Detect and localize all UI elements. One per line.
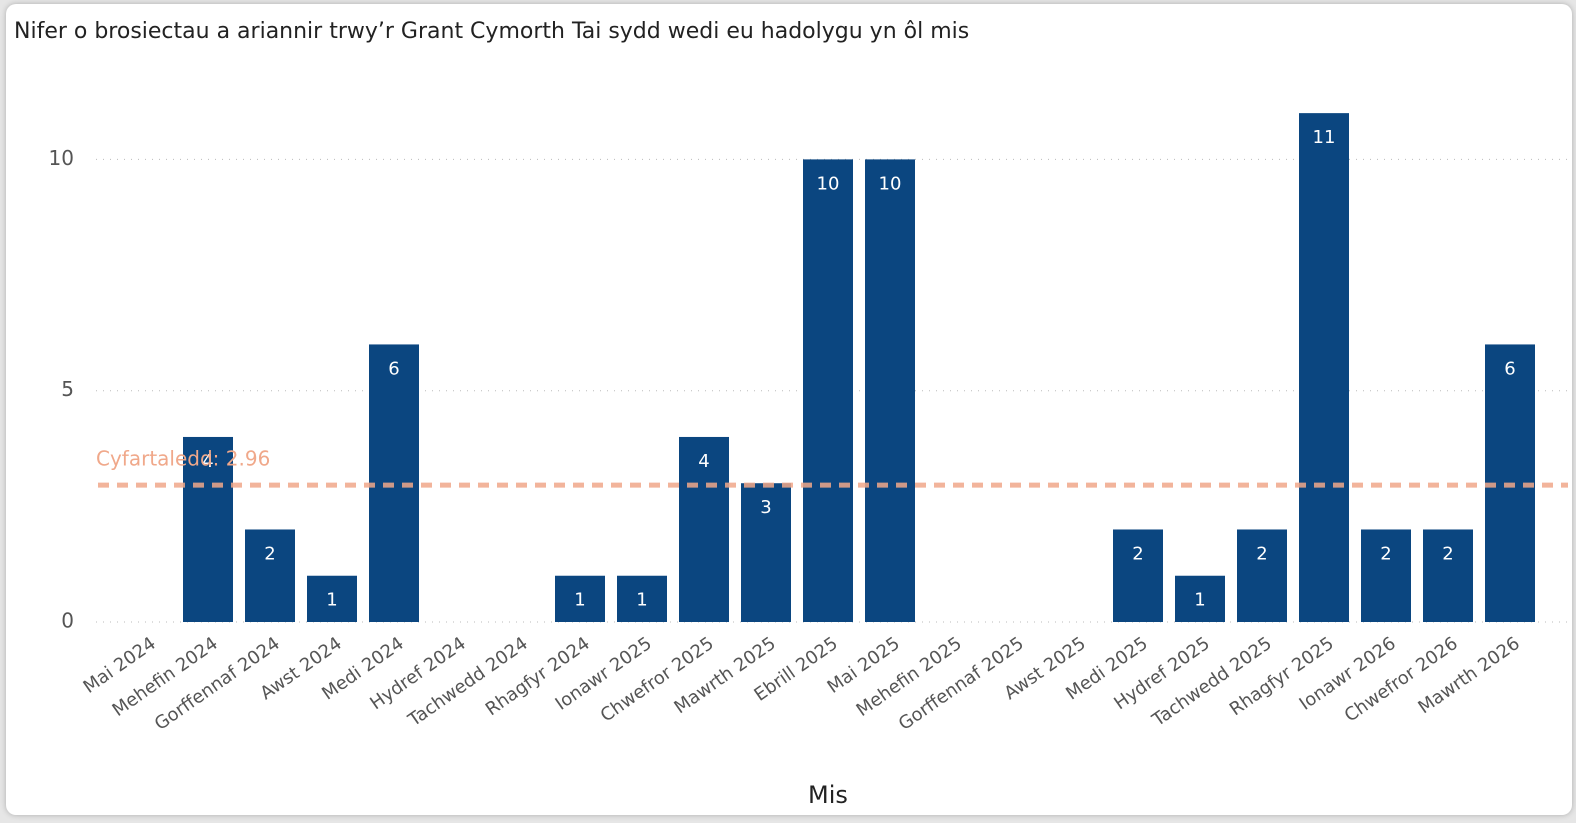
data-label: 2	[1442, 543, 1453, 564]
data-label: 1	[1194, 590, 1205, 611]
bar	[865, 159, 915, 623]
data-label: 10	[817, 173, 840, 194]
bar	[1237, 529, 1287, 622]
bar	[307, 575, 357, 622]
data-label: 6	[388, 358, 399, 379]
data-label: 4	[202, 451, 213, 472]
data-label: 6	[1504, 358, 1515, 379]
average-label: Cyfartaledd: 2.96	[96, 447, 270, 471]
chart: Nifer o brosiectau a ariannir trwy’r Gra…	[14, 19, 1568, 809]
data-label: 10	[879, 173, 902, 194]
bar	[1423, 529, 1473, 622]
data-label: 2	[1380, 543, 1391, 564]
bar	[183, 436, 233, 622]
bar	[1361, 529, 1411, 622]
bar	[245, 529, 295, 622]
bar	[1113, 529, 1163, 622]
data-label: 1	[636, 590, 647, 611]
data-label: 2	[264, 543, 275, 564]
y-tick-label: 5	[61, 377, 74, 401]
x-tick-label: Rhagfyr 2025	[1226, 633, 1338, 720]
bar	[803, 159, 853, 623]
bar	[1299, 113, 1349, 622]
data-label: 1	[574, 590, 585, 611]
data-label: 11	[1313, 127, 1336, 148]
chart-title: Nifer o brosiectau a ariannir trwy’r Gra…	[14, 19, 969, 44]
y-tick-label: 0	[61, 609, 74, 633]
y-tick-label: 10	[49, 146, 74, 170]
bar	[555, 575, 605, 622]
bar	[741, 483, 791, 622]
data-label: 2	[1132, 543, 1143, 564]
x-tick-label: Rhagfyr 2024	[482, 633, 594, 720]
bar	[617, 575, 667, 622]
data-label: 4	[698, 451, 709, 472]
bar	[679, 436, 729, 622]
bar	[1175, 575, 1225, 622]
x-axis-label: Mis	[808, 781, 848, 809]
card: Nifer o brosiectau a ariannir trwy’r Gra…	[6, 4, 1572, 815]
data-label: 2	[1256, 543, 1267, 564]
data-label: 1	[326, 590, 337, 611]
data-label: 3	[760, 497, 771, 518]
